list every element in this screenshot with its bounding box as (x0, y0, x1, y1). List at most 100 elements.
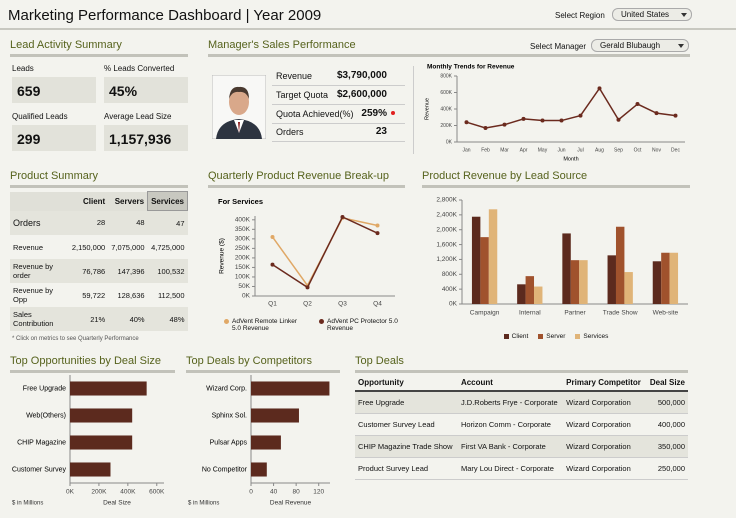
section-title: Product Summary (10, 170, 188, 188)
metric-row: Quota Achieved(%) 259% (272, 105, 405, 124)
point (270, 234, 275, 239)
y-tick-label: Sphinx Sol. (212, 412, 247, 419)
y-tick-label: 0K (242, 293, 251, 300)
row-label: Revenue by Opp (13, 286, 54, 304)
y-tick-label: 1,600K (436, 241, 457, 248)
cell: 128,636 (117, 290, 145, 300)
cell: 59,722 (82, 290, 106, 300)
top-deals-table: Opportunity Account Primary Competitor Deal… (355, 374, 688, 480)
x-tick-label: May (538, 147, 548, 153)
bar (70, 462, 111, 477)
legend-label: Client (511, 333, 529, 340)
point (616, 117, 621, 122)
metric-label: Revenue (276, 71, 313, 81)
legend-swatch (538, 334, 544, 339)
y-axis-title: Revenue ($) (219, 238, 226, 274)
y-tick-label: 600K (440, 90, 452, 96)
legend-swatch (503, 334, 509, 339)
bar (534, 286, 543, 304)
section-title: Top Opportunities by Deal Size (10, 355, 175, 373)
legend-item: AdVent PC Protector 5.0 Revenue (319, 318, 402, 332)
manager-photo (212, 75, 266, 139)
bar (488, 209, 498, 304)
column-header: Services (147, 191, 188, 211)
row: Revenue 2,150,000 7,075,000 4,725,000 (10, 235, 188, 259)
bar (652, 261, 662, 304)
x-tick-label: Jul (577, 147, 583, 153)
bar (669, 252, 679, 304)
y-tick-label: 200K (440, 123, 452, 129)
x-tick-label: 120 (313, 489, 324, 496)
x-axis-title: Deal Size (103, 500, 131, 507)
bar (615, 226, 625, 304)
row-label: Revenue by order (13, 262, 54, 280)
cell: Wizard Corporation (566, 420, 631, 429)
row: Orders 28 48 47 (10, 210, 188, 235)
bar (471, 216, 481, 304)
x-tick-label: 0K (66, 489, 75, 496)
cell: Mary Lou Direct - Corporate (460, 464, 554, 473)
x-tick-label: Aug (595, 147, 604, 153)
table-note: * Click on metrics to see Quarterly Perf… (12, 336, 139, 342)
cell: 47 (176, 218, 185, 228)
chart: 0K 200K 400K 600K Free Upgrade Web(Others) CHI… (12, 375, 165, 507)
cell (10, 192, 69, 211)
chart-subtitle: For Services (218, 197, 263, 206)
column-header: Deal Size (645, 374, 688, 392)
product-summary-table: Client Servers Services Orders 28 48 47 Revenue… (10, 191, 188, 331)
bar (251, 381, 330, 396)
bar (624, 272, 633, 304)
x-tick-label: Partner (564, 310, 586, 317)
status-dot (391, 111, 395, 115)
y-tick-label: 150K (235, 264, 251, 271)
y-tick-label: 2,400K (436, 212, 457, 219)
point (654, 111, 659, 116)
y-tick-label: 0K (446, 139, 453, 145)
bar (251, 462, 267, 477)
bar (562, 233, 571, 304)
manager-dropdown[interactable]: Gerald Blubaugh (591, 39, 689, 52)
manager-label: Select Manager (530, 42, 587, 51)
point (521, 116, 526, 121)
point (540, 118, 545, 123)
chart: 0K 400K 800K 1,200K 1,600K 2,000K 2,400K 2,800K… (436, 197, 688, 317)
cell: 28 (96, 218, 106, 228)
legend-swatch (575, 334, 581, 339)
row: Product Survey Lead Mary Lou Direct - Cor… (355, 457, 688, 480)
column-header: Client (82, 196, 106, 206)
cell: Wizard Corporation (566, 442, 631, 451)
metric-row: Revenue $3,790,000 (272, 67, 405, 86)
cell: 500,000 (657, 398, 685, 407)
legend-item: Server (538, 333, 565, 340)
x-axis-title: Deal Revenue (270, 500, 312, 507)
y-tick-label: Pulsar Apps (210, 439, 248, 446)
legend-swatch (319, 319, 324, 324)
column-header: Opportunity (355, 374, 458, 392)
legend-label: Server (546, 333, 566, 340)
region-label: Select Region (555, 11, 605, 20)
bar (70, 408, 133, 423)
cell: Horizon Comm - Corporate (460, 420, 551, 429)
row-label: Revenue (13, 242, 44, 252)
region-dropdown[interactable]: United States (612, 8, 692, 21)
cell: Customer Survey Lead (358, 420, 435, 429)
column-header: Account (457, 374, 564, 392)
legend: Client Server Services (420, 333, 692, 340)
chart: 0K 200K 400K 600K 800K Jan Feb Mar Apr May Jun Jul A… (424, 64, 685, 162)
row: Revenue by Opp 59,722 128,636 112,500 (10, 283, 188, 307)
y-tick-label: 400K (440, 106, 452, 112)
y-tick-label: 0K (449, 301, 458, 308)
header-rule (0, 28, 736, 30)
bar (607, 255, 616, 304)
bar (251, 435, 281, 450)
row: Revenue by order 76,786 147,396 100,532 (10, 259, 188, 283)
bar (251, 408, 299, 423)
row: CHIP Magazine Trade Show First VA Bank - … (355, 435, 688, 458)
section-title: Lead Activity Summary (10, 39, 188, 57)
legend-swatch (224, 319, 229, 324)
cell: 250,000 (657, 464, 685, 473)
y-axis-title: Revenue (424, 98, 430, 120)
row: Customer Survey Lead Horizon Comm - Corpo… (355, 413, 688, 436)
cell: Wizard Corporation (566, 464, 631, 473)
